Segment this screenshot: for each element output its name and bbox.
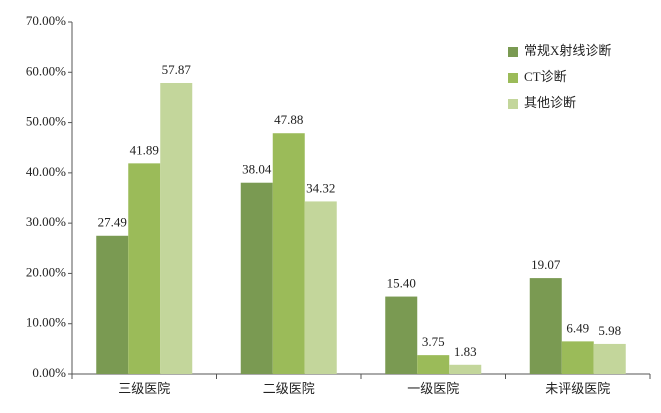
value-label: 47.88 bbox=[274, 112, 303, 127]
y-tick-label: 70.00% bbox=[26, 13, 66, 28]
y-tick-label: 50.00% bbox=[26, 114, 66, 129]
value-label: 6.49 bbox=[566, 320, 589, 335]
bar bbox=[240, 182, 273, 374]
value-label: 5.98 bbox=[598, 323, 621, 338]
value-label: 27.49 bbox=[98, 215, 127, 230]
bar bbox=[272, 133, 305, 374]
bar bbox=[128, 163, 161, 374]
bar bbox=[417, 355, 450, 374]
value-label: 1.83 bbox=[454, 344, 477, 359]
x-tick-label: 二级医院 bbox=[263, 381, 315, 396]
x-tick-label: 未评级医院 bbox=[545, 381, 610, 396]
value-label: 57.87 bbox=[162, 62, 192, 77]
bar bbox=[593, 343, 626, 374]
bar bbox=[561, 341, 594, 374]
y-tick-label: 10.00% bbox=[26, 315, 66, 330]
legend-label: 其他诊断 bbox=[524, 95, 576, 110]
bar bbox=[160, 82, 193, 374]
y-tick-label: 0.00% bbox=[32, 365, 66, 380]
legend-swatch bbox=[508, 73, 518, 83]
value-label: 15.40 bbox=[387, 276, 416, 291]
legend-swatch bbox=[508, 47, 518, 57]
bar bbox=[304, 201, 337, 374]
bar bbox=[449, 364, 482, 374]
y-tick-label: 40.00% bbox=[26, 164, 66, 179]
legend-label: 常规X射线诊断 bbox=[524, 43, 611, 58]
value-label: 3.75 bbox=[422, 334, 445, 349]
bar bbox=[529, 278, 562, 374]
x-tick-label: 三级医院 bbox=[118, 381, 170, 396]
legend-label: CT诊断 bbox=[524, 69, 567, 84]
x-tick-label: 一级医院 bbox=[407, 381, 459, 396]
y-tick-label: 20.00% bbox=[26, 264, 66, 279]
y-tick-label: 60.00% bbox=[26, 63, 66, 78]
value-label: 41.89 bbox=[130, 142, 159, 157]
value-label: 19.07 bbox=[531, 257, 561, 272]
legend-swatch bbox=[508, 99, 518, 109]
y-tick-label: 30.00% bbox=[26, 214, 66, 229]
value-label: 38.04 bbox=[242, 162, 272, 177]
bar bbox=[96, 235, 129, 374]
value-label: 34.32 bbox=[306, 180, 335, 195]
bar bbox=[385, 296, 418, 374]
